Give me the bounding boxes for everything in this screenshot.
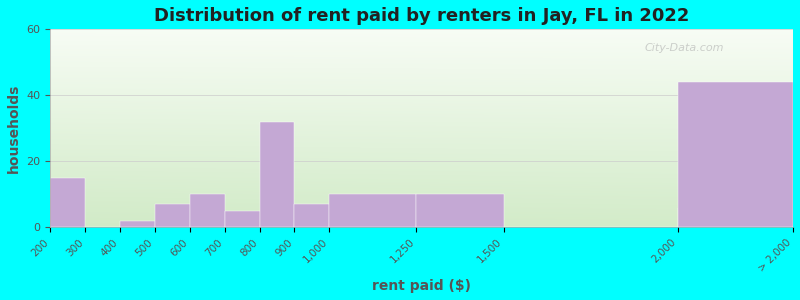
Bar <box>678 82 793 227</box>
Text: City-Data.com: City-Data.com <box>645 43 724 53</box>
Bar <box>294 204 330 227</box>
Title: Distribution of rent paid by renters in Jay, FL in 2022: Distribution of rent paid by renters in … <box>154 7 690 25</box>
Bar <box>120 221 155 227</box>
X-axis label: rent paid ($): rent paid ($) <box>372 279 471 293</box>
Y-axis label: households: households <box>7 84 21 173</box>
Bar <box>678 208 713 227</box>
Bar <box>225 211 259 227</box>
Bar <box>259 122 294 227</box>
Bar <box>330 194 417 227</box>
Bar <box>50 178 86 227</box>
Bar <box>417 194 504 227</box>
Bar <box>155 204 190 227</box>
Bar <box>190 194 225 227</box>
